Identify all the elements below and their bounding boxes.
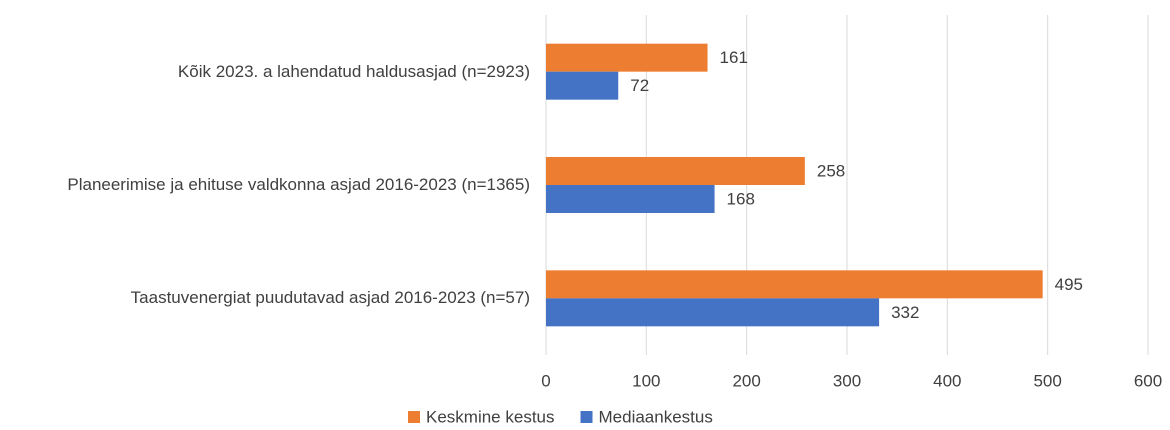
legend-label: Keskmine kestus	[426, 407, 555, 426]
data-label: 495	[1055, 275, 1083, 294]
x-tick-label: 400	[933, 371, 961, 390]
category-label: Kõik 2023. a lahendatud haldusasjad (n=2…	[0, 42, 530, 102]
bar	[546, 270, 1043, 299]
category-text: Kõik 2023. a lahendatud haldusasjad (n=2…	[177, 61, 530, 81]
x-tick-label: 300	[833, 371, 861, 390]
category-text: Planeerimise ja ehituse valdkonna asjad …	[67, 175, 530, 194]
bar	[546, 298, 880, 327]
bar	[546, 71, 619, 100]
legend-swatch	[580, 411, 593, 423]
data-label: 161	[720, 48, 748, 67]
category-text: Taastuvenergiat puudutavad asjad 2016-20…	[130, 288, 530, 308]
bar	[546, 43, 708, 72]
x-tick-label: 200	[732, 371, 760, 390]
x-tick-label: 0	[541, 371, 550, 390]
legend-swatch	[408, 411, 420, 423]
x-tick-label: 600	[1134, 371, 1162, 390]
bar	[546, 185, 715, 213]
legend-label: Mediaankestus	[599, 407, 713, 426]
category-label: Taastuvenergiat puudutavad asjad 2016-20…	[0, 268, 530, 328]
data-label: 72	[630, 76, 649, 95]
data-label: 258	[817, 161, 845, 180]
bar	[546, 157, 805, 185]
x-tick-label: 100	[632, 371, 660, 390]
data-label: 332	[891, 303, 919, 322]
data-label: 168	[727, 189, 755, 208]
x-tick-label: 500	[1033, 371, 1061, 390]
category-label: Planeerimise ja ehituse valdkonna asjad …	[0, 155, 530, 215]
